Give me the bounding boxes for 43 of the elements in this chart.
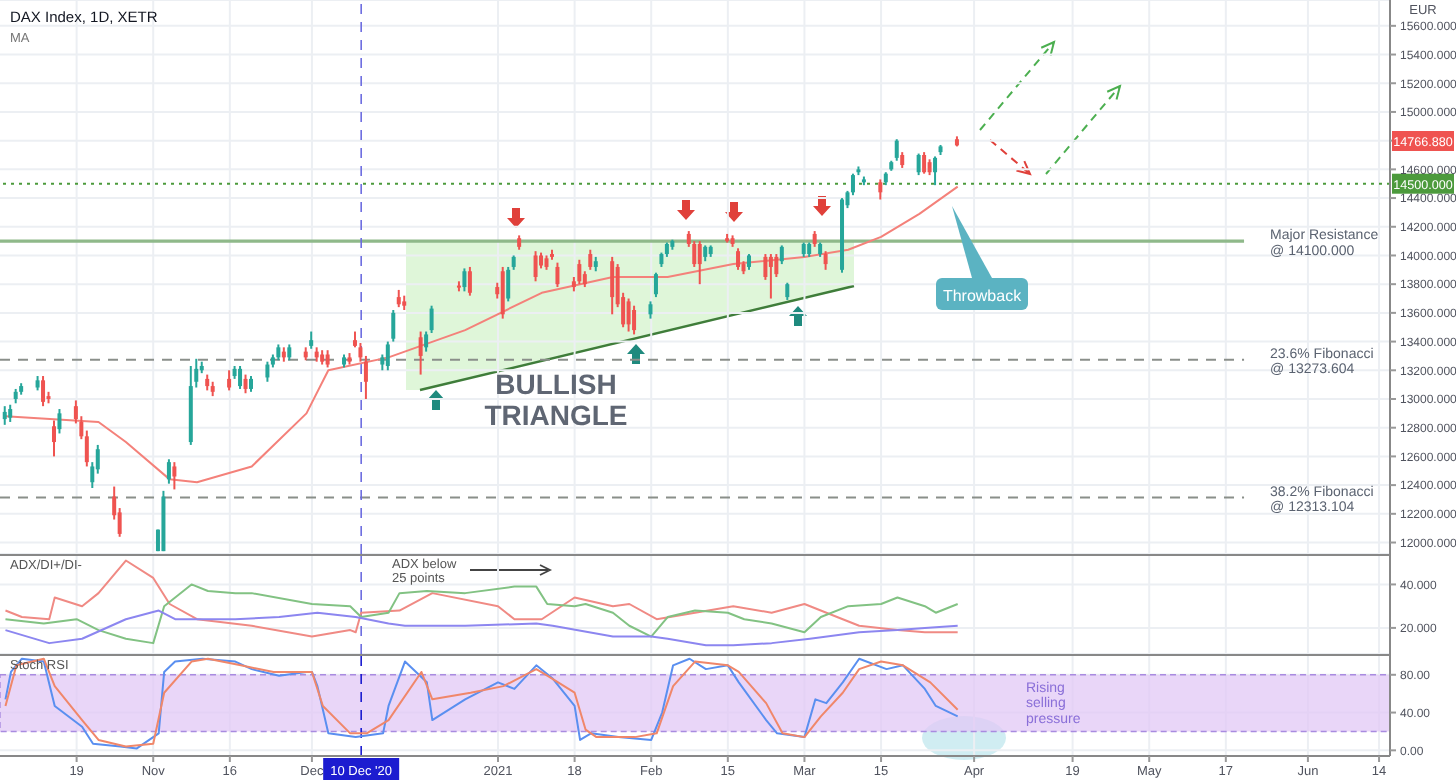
candlestick [916,152,921,177]
candlestick [533,250,538,283]
candlestick [467,265,472,297]
candlestick [391,309,396,343]
candlestick [166,458,171,485]
candlestick [878,178,883,201]
candlestick [933,155,938,187]
line-series [4,559,959,638]
candlestick [626,297,631,333]
candlestick [736,247,741,271]
line-series [4,583,959,645]
candlestick [57,408,62,435]
candlestick [653,271,658,299]
candlestick [424,330,429,353]
candlestick [385,340,390,372]
candlestick [768,253,773,300]
candlestick [922,151,927,175]
candlestick [2,405,7,426]
candlestick [779,244,784,266]
candlestick [894,138,899,162]
candlestick [610,255,615,316]
candlestick [632,304,637,336]
line-series [4,609,959,647]
candlestick [41,375,46,408]
candlestick [243,373,248,395]
candlestick [588,248,593,271]
candlestick [823,250,828,271]
candlestick [506,265,511,303]
candlestick [697,240,702,286]
candlestick [577,258,582,286]
candlestick [172,461,177,491]
candlestick [429,304,434,334]
candlestick [265,360,270,383]
candlestick [418,330,423,376]
candlestick [363,354,368,400]
candlestick [51,419,56,458]
candlestick [462,267,467,293]
candlestick [500,265,505,320]
candlestick [227,369,232,392]
annotation: BULLISH TRIANGLE [484,368,628,431]
annotation: Throwback [942,287,1024,305]
candlestick [238,364,243,390]
candlestick [555,261,560,289]
